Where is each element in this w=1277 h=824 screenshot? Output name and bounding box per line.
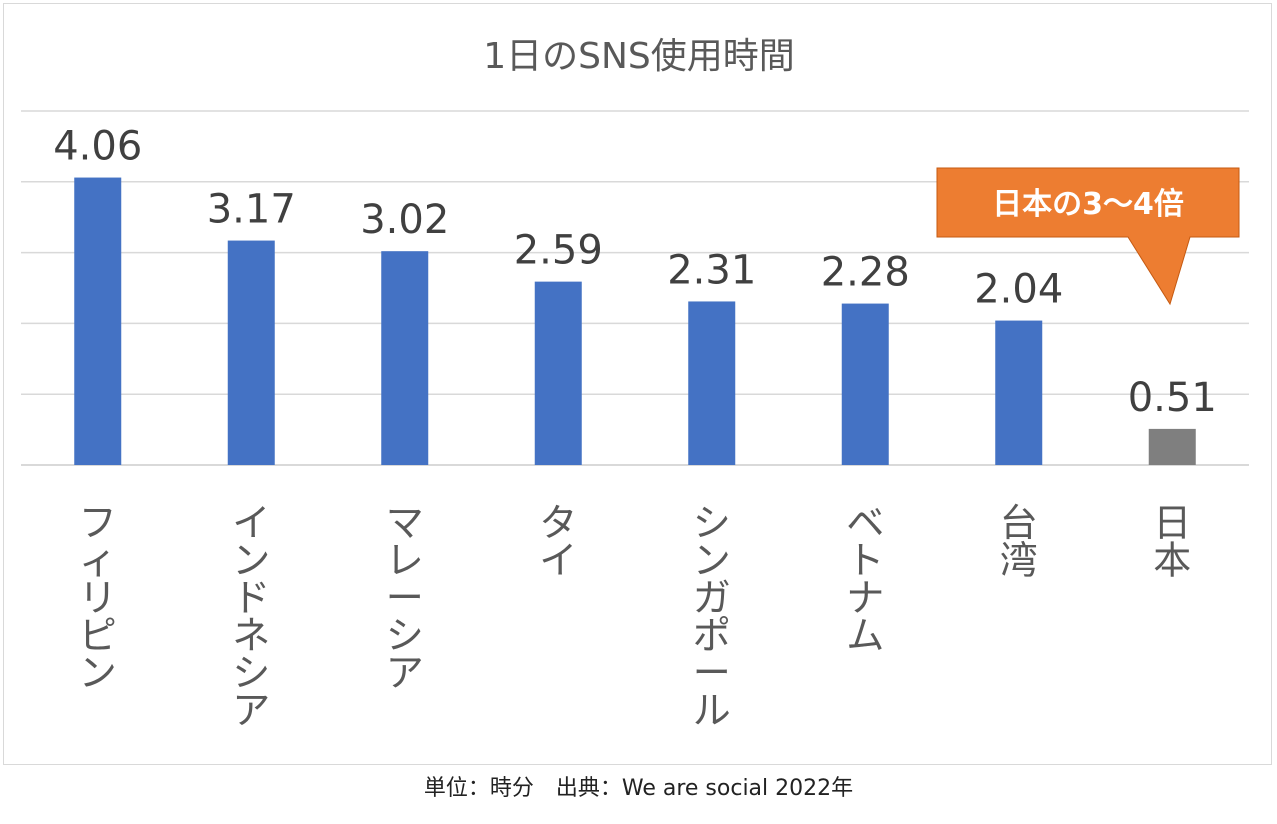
category-labels: フィリピン インドネシア マレーシア タイ シンガポール ベトナム 台湾 日本 [79,501,1192,733]
callout-annotation: 日本の3〜4倍 [936,167,1240,306]
category-label-4: タイ [539,501,577,583]
bars [74,177,1196,465]
bar-5 [688,301,736,465]
data-label-4: 2.59 [514,228,603,274]
category-label-6: ベトナム [846,501,884,658]
bar-3 [381,251,429,465]
callout-text: 日本の3〜4倍 [992,187,1184,222]
data-label-2: 3.17 [207,187,296,233]
bar-4 [534,281,582,465]
data-label-1: 4.06 [53,124,142,170]
data-label-5: 2.31 [667,247,756,293]
data-labels: 4.06 3.17 3.02 2.59 2.31 2.28 2.04 0.51 [53,124,1217,421]
category-label-7: 台湾 [1000,501,1038,583]
category-label-8: 日本 [1153,501,1191,583]
bar-1 [74,177,122,465]
data-label-6: 2.28 [821,250,910,296]
data-label-7: 2.04 [974,267,1063,313]
category-label-1: フィリピン [79,501,117,695]
category-label-2: インドネシア [232,501,270,733]
category-label-5: シンガポール [693,501,731,733]
bar-8 [1148,428,1196,465]
data-label-3: 3.02 [360,197,449,243]
data-label-8: 0.51 [1128,375,1217,421]
bar-6 [841,303,889,465]
chart-frame: 4.06 3.17 3.02 2.59 2.31 2.28 2.04 0.51 フィリピン イン… [3,3,1272,765]
source-footer: 単位：時分 出典：We are social 2022年 [423,776,854,801]
gridlines [21,110,1249,466]
callout-bubble [936,167,1240,306]
category-label-3: マレーシア [386,501,424,695]
bar-2 [227,240,275,465]
bar-7 [995,320,1043,465]
chart-title: 1日のSNS使用時間 [483,36,795,77]
bar-chart: 4.06 3.17 3.02 2.59 2.31 2.28 2.04 0.51 フィリピン イン… [21,36,1249,733]
